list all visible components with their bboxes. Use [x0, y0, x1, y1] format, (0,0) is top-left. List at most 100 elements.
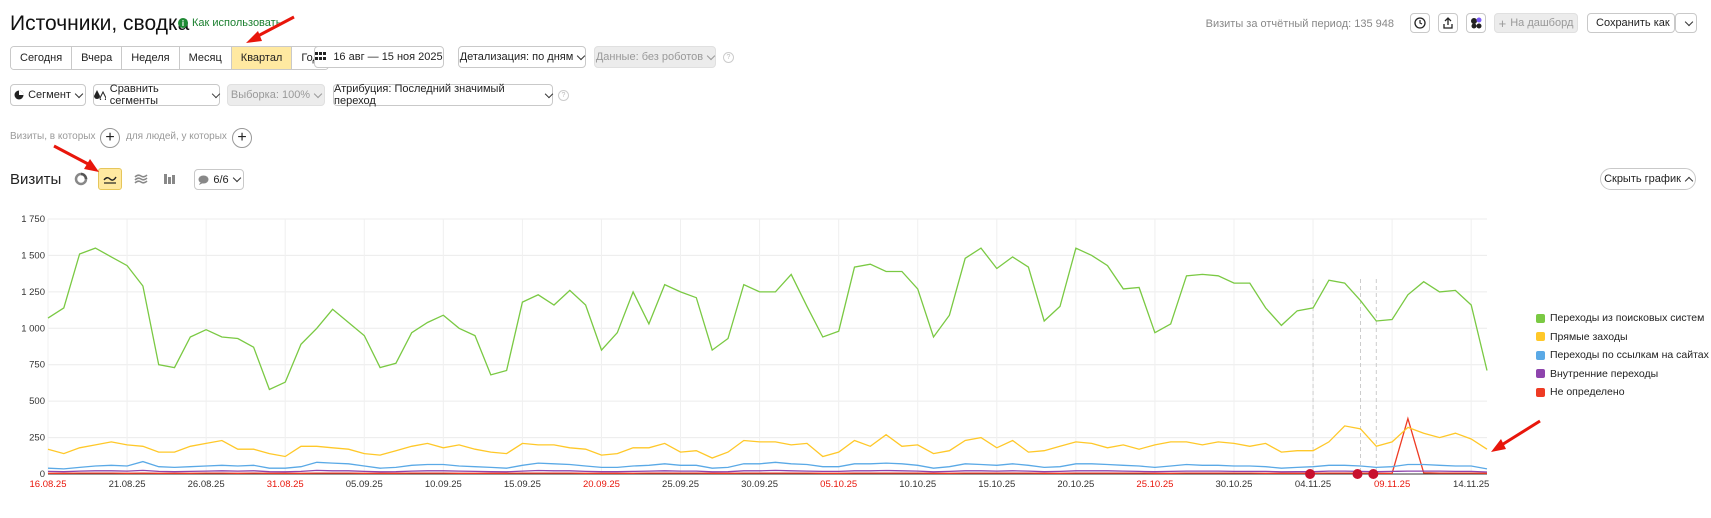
- x-tick-label: 10.09.25: [425, 479, 462, 490]
- x-tick-label: 31.08.25: [267, 479, 304, 490]
- legend-label: Не определено: [1550, 386, 1625, 398]
- data-filter-label: Данные: без роботов: [595, 51, 704, 63]
- segment-label: Сегмент: [28, 89, 71, 101]
- x-tick-label: 16.08.25: [30, 479, 67, 490]
- sample-dropdown[interactable]: Выборка: 100%: [227, 84, 325, 106]
- series-line[interactable]: [47, 425, 1488, 459]
- line-chart-icon: [103, 176, 117, 184]
- x-tick-label: 21.08.25: [109, 479, 146, 490]
- series-line[interactable]: [47, 247, 1488, 391]
- legend-checkbox[interactable]: [1536, 332, 1545, 341]
- x-tick-label: 05.10.25: [820, 479, 857, 490]
- legend-item[interactable]: Не определено: [1536, 386, 1625, 398]
- save-as-button[interactable]: Сохранить как: [1587, 13, 1675, 33]
- series-line[interactable]: [48, 416, 1488, 474]
- x-tick-label: 05.09.25: [346, 479, 383, 490]
- save-as-dropdown[interactable]: [1675, 13, 1697, 33]
- line-chart-view-button[interactable]: [98, 168, 122, 190]
- history-button[interactable]: [1410, 13, 1430, 33]
- alice-apps-icon: [1471, 17, 1482, 29]
- save-as-label: Сохранить как: [1596, 17, 1670, 29]
- legend-checkbox[interactable]: [1536, 350, 1545, 360]
- legend-checkbox[interactable]: [1536, 369, 1545, 378]
- detail-dropdown[interactable]: Детализация: по дням: [458, 46, 586, 68]
- date-range-button[interactable]: 16 авг — 15 ноя 2025: [314, 46, 444, 68]
- pie-chart-view-button[interactable]: [74, 172, 88, 186]
- calendar-icon: [315, 52, 327, 60]
- help-icon[interactable]: ?: [723, 52, 734, 63]
- chevron-down-icon: [211, 89, 221, 98]
- period-tab-quarter[interactable]: Квартал: [231, 47, 293, 69]
- visits-period-total: Визиты за отчётный период: 135 948: [1205, 18, 1394, 30]
- chevron-down-icon: [544, 89, 554, 98]
- y-tick-label: 1 500: [21, 250, 45, 261]
- hide-chart-button[interactable]: Скрыть график: [1600, 168, 1696, 190]
- legend-item[interactable]: Переходы из поисковых систем: [1536, 312, 1704, 324]
- export-button[interactable]: [1438, 13, 1458, 33]
- x-tick-label: 15.09.25: [504, 479, 541, 490]
- y-tick-label: 250: [29, 433, 45, 444]
- legend-checkbox[interactable]: [1536, 313, 1545, 323]
- event-marker-icon[interactable]: [1352, 469, 1363, 479]
- chevron-up-icon: [1684, 176, 1694, 185]
- chevron-down-icon: [706, 51, 716, 60]
- series-line[interactable]: [47, 460, 1488, 470]
- plus-icon: +: [1498, 15, 1507, 31]
- red-arrow-annotation: [246, 15, 295, 43]
- chevron-down-icon: [232, 173, 241, 183]
- attribution-dropdown[interactable]: Атрибуция: Последний значимый переход: [333, 83, 554, 107]
- add-visit-filter-button[interactable]: +: [100, 128, 120, 148]
- period-tab-week[interactable]: Неделя: [122, 47, 180, 69]
- legend-label: Внутренние переходы: [1550, 367, 1659, 380]
- plus-icon: +: [237, 129, 247, 146]
- area-chart-view-button[interactable]: [134, 172, 148, 190]
- pie-icon: [14, 90, 24, 100]
- red-arrow-annotation: [53, 144, 99, 172]
- x-tick-label: 14.11.25: [1453, 479, 1489, 490]
- compare-segments-dropdown[interactable]: Сравнить сегменты: [93, 83, 221, 107]
- series-counter-dropdown[interactable]: 6/6: [194, 169, 244, 190]
- period-tabs: Сегодня Вчера Неделя Месяц Квартал Год: [10, 46, 329, 70]
- date-range-label: 16 авг — 15 ноя 2025: [333, 51, 443, 63]
- donut-chart-icon: [74, 172, 88, 186]
- x-tick-label: 25.09.25: [662, 479, 699, 490]
- y-tick-label: 750: [29, 360, 45, 371]
- people-where-label: для людей, у которых: [126, 131, 227, 142]
- apps-button[interactable]: [1466, 13, 1486, 33]
- y-tick-label: 0: [40, 469, 45, 480]
- how-to-use-link[interactable]: i Как использовать: [178, 17, 281, 29]
- to-dashboard-label: На дашборд: [1510, 17, 1574, 29]
- series-line[interactable]: [47, 469, 1488, 473]
- legend-checkbox[interactable]: [1536, 387, 1545, 397]
- series-counter-label: 6/6: [213, 173, 229, 186]
- period-tab-today[interactable]: Сегодня: [11, 47, 73, 69]
- x-tick-label: 26.08.25: [188, 479, 225, 490]
- red-arrow-annotation: [1491, 419, 1541, 452]
- period-tab-yesterday[interactable]: Вчера: [72, 47, 123, 69]
- data-filter-dropdown[interactable]: Данные: без роботов: [594, 46, 716, 68]
- legend-item[interactable]: Переходы по ссылкам на сайтах: [1536, 349, 1709, 361]
- visits-where-label: Визиты, в которых: [10, 131, 96, 142]
- add-people-filter-button[interactable]: +: [232, 128, 252, 148]
- period-tab-month[interactable]: Месяц: [179, 47, 232, 69]
- x-tick-label: 10.10.25: [899, 479, 936, 490]
- help-icon[interactable]: ?: [558, 90, 569, 101]
- to-dashboard-button[interactable]: + На дашборд: [1494, 13, 1578, 33]
- legend-label: Прямые заходы: [1550, 330, 1628, 343]
- segment-dropdown[interactable]: Сегмент: [10, 84, 86, 106]
- legend-label: Переходы из поисковых систем: [1550, 312, 1705, 324]
- plus-icon: +: [105, 129, 115, 146]
- bar-chart-icon: [164, 174, 175, 184]
- event-marker-icon[interactable]: [1305, 469, 1316, 479]
- hide-chart-label: Скрыть график: [1604, 173, 1681, 185]
- x-tick-label: 04.11.25: [1295, 479, 1331, 490]
- bar-chart-view-button[interactable]: [163, 172, 176, 190]
- event-marker-icon[interactable]: [1368, 469, 1379, 479]
- chevron-down-icon: [313, 89, 323, 98]
- legend-item[interactable]: Прямые заходы: [1536, 331, 1628, 343]
- legend-item[interactable]: Внутренние переходы: [1536, 368, 1658, 380]
- y-tick-label: 500: [29, 396, 45, 407]
- x-tick-label: 25.10.25: [1136, 479, 1173, 490]
- y-tick-label: 1 000: [21, 323, 45, 334]
- y-tick-label: 1 250: [21, 287, 45, 298]
